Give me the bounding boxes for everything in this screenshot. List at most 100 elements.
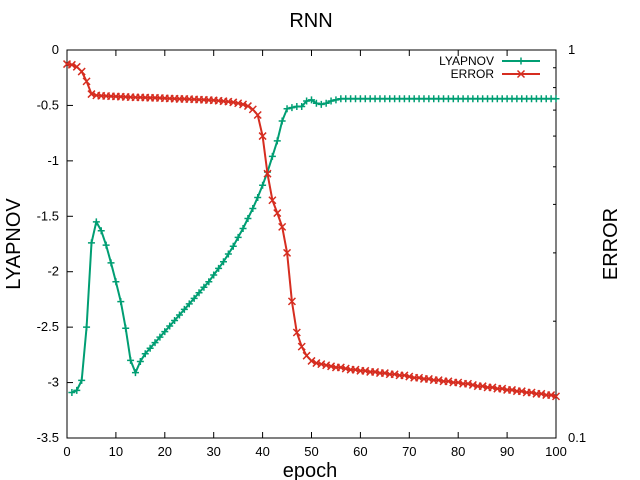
error-point	[239, 100, 248, 109]
lyapnov-point	[205, 278, 213, 286]
lyapnov-point	[92, 218, 100, 226]
lyapnov-point	[273, 137, 281, 145]
x-tick-label: 90	[500, 444, 514, 459]
lyapnov-point	[83, 323, 91, 331]
lyapnov-point	[254, 193, 262, 201]
lyapnov-point	[195, 289, 203, 297]
lyapnov-point	[122, 324, 130, 332]
lyapnov-point	[151, 339, 159, 347]
error-point	[551, 392, 561, 401]
lyapnov-point	[215, 264, 223, 272]
lyapnov-point	[117, 298, 125, 306]
lyapnov-point	[131, 369, 139, 377]
lyapnov-point	[127, 356, 135, 364]
x-tick-label: 10	[109, 444, 123, 459]
lyapnov-point	[210, 271, 218, 279]
lyapnov-point	[283, 105, 291, 113]
plot-area: 0 10 20 30 40 50 60 70 80 90 100 0 -0.5 -1 -1.5 -2 -2.5 -…	[37, 42, 586, 459]
chart-title: RNN	[289, 10, 332, 32]
lyapnov-point	[175, 311, 183, 319]
lyapnov-point	[102, 241, 110, 249]
error-point	[278, 222, 287, 231]
error-point	[82, 77, 91, 86]
error-point	[268, 196, 277, 205]
x-tick-label: 80	[451, 444, 465, 459]
lyapnov-point	[136, 358, 144, 366]
error-point	[307, 356, 316, 365]
lyapnov-point	[249, 205, 257, 213]
lyapnov-point	[239, 224, 247, 232]
lyapnov-point	[185, 300, 193, 308]
error-point	[537, 389, 546, 398]
y2-tick-label: 1	[568, 42, 575, 57]
error-point	[292, 328, 301, 337]
error-point	[253, 110, 262, 120]
error-point	[287, 297, 296, 306]
legend-marker-error	[516, 69, 526, 79]
lyapnov-point	[327, 97, 335, 105]
x-tick-label: 60	[353, 444, 367, 459]
x-axis-title: epoch	[283, 460, 338, 480]
lyapnov-point	[171, 316, 179, 324]
error-series-line	[66, 63, 557, 398]
error-point	[87, 90, 96, 99]
lyapnov-point	[288, 104, 296, 112]
lyapnov-point	[161, 328, 169, 336]
lyapnov-point	[244, 215, 252, 223]
x-tick-label: 100	[545, 444, 567, 459]
y-axis-title: LYAPNOV	[3, 198, 25, 290]
plot-frame	[66, 49, 557, 439]
x-tick-label: 20	[158, 444, 172, 459]
x-tick-label: 30	[206, 444, 220, 459]
lyapnov-point	[278, 117, 286, 125]
lyapnov-point	[332, 96, 340, 104]
x-tick-label: 40	[255, 444, 269, 459]
x-tick-label: 70	[402, 444, 416, 459]
legend-label-lyapnov: LYAPNOV	[439, 54, 494, 68]
lyapnov-point	[229, 242, 237, 250]
error-point	[273, 209, 282, 218]
x-tick-label: 50	[304, 444, 318, 459]
y-tick-label: -3	[47, 375, 59, 390]
error-point	[258, 132, 267, 141]
y-tick-label: -1	[47, 153, 59, 168]
lyapnov-point	[166, 322, 174, 330]
error-point	[263, 169, 272, 178]
lyapnov-point	[303, 97, 311, 105]
lyapnov-point	[317, 100, 325, 108]
y-tick-label: -3.5	[37, 430, 59, 445]
lyapnov-point	[112, 278, 120, 286]
error-point	[527, 388, 536, 397]
lyapnov-point	[141, 350, 149, 358]
lyapnov-point	[200, 283, 208, 291]
lyapnov-point	[219, 258, 227, 266]
lyapnov-point	[322, 99, 330, 107]
error-point	[243, 102, 252, 111]
y-tick-label: 0	[52, 42, 59, 57]
y2-axis-title: ERROR	[600, 208, 622, 280]
legend-label-error: ERROR	[451, 67, 495, 81]
lyapnov-point	[73, 386, 81, 394]
lyapnov-point	[234, 233, 242, 241]
y2-tick-label: 0.1	[568, 430, 586, 445]
x-tick-label: 0	[63, 444, 70, 459]
lyapnov-point	[87, 239, 95, 247]
error-point	[77, 67, 86, 76]
error-point	[297, 342, 306, 351]
y-tick-label: -2.5	[37, 319, 59, 334]
y-tick-label: -0.5	[37, 97, 59, 112]
lyapnov-point	[308, 96, 315, 104]
error-point	[67, 60, 76, 69]
lyapnov-point	[190, 294, 198, 302]
lyapnov-point	[298, 103, 306, 111]
y-tick-label: -2	[47, 264, 59, 279]
lyapnov-point	[312, 99, 320, 107]
lyapnov-point	[78, 376, 86, 384]
lyapnov-point	[259, 181, 267, 189]
lyapnov-series-line	[71, 97, 556, 394]
lyapnov-point	[224, 250, 232, 258]
error-point	[283, 248, 292, 257]
lyapnov-point	[146, 344, 154, 352]
